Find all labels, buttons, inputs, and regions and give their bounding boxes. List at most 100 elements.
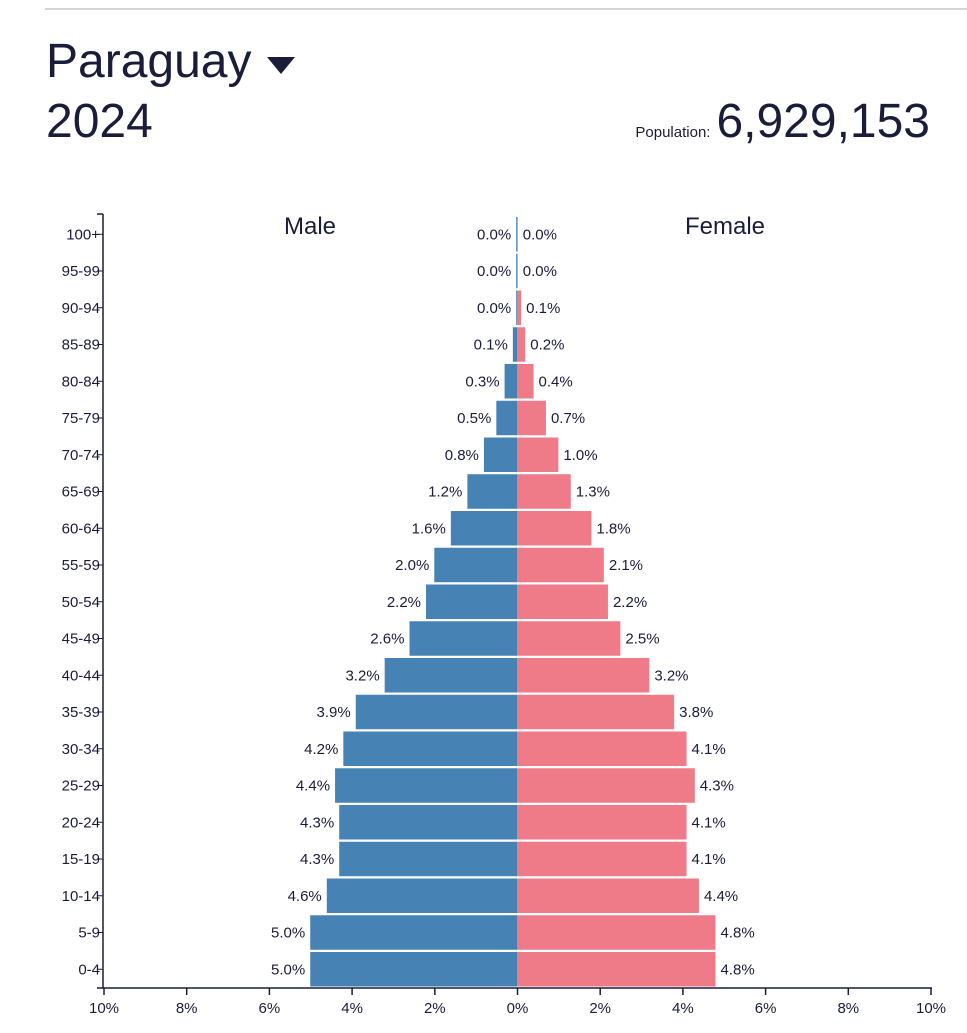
female-bar (517, 253, 518, 289)
female-value-label: 0.1% (526, 300, 560, 317)
male-value-label: 0.8% (445, 447, 479, 464)
male-value-label: 2.2% (387, 594, 421, 611)
female-value-label: 4.1% (692, 741, 726, 758)
age-group-label: 65-69 (62, 484, 100, 501)
male-bar (504, 364, 517, 399)
year-label: 2024 (46, 95, 153, 148)
female-bar (517, 621, 621, 656)
female-value-label: 1.8% (596, 520, 630, 537)
female-value-label: 0.4% (539, 373, 573, 390)
age-group-label: 50-54 (62, 594, 100, 611)
x-tick-label: 8% (837, 1000, 859, 1017)
male-bar (384, 658, 517, 693)
x-tick-label: 4% (341, 1000, 363, 1017)
female-bar (517, 731, 687, 766)
female-bar (517, 584, 608, 619)
age-group-label: 0-4 (78, 961, 100, 978)
age-group-label: 75-79 (62, 410, 100, 427)
male-value-label: 4.2% (304, 741, 338, 758)
age-group-label: 40-44 (62, 667, 100, 684)
female-bar (517, 658, 650, 693)
male-bar (326, 878, 517, 913)
male-bar (516, 217, 517, 252)
female-value-label: 2.1% (609, 557, 643, 574)
male-value-label: 0.0% (477, 226, 511, 243)
x-tick-label: 2% (589, 1000, 611, 1017)
male-value-label: 0.3% (465, 373, 499, 390)
male-bar (483, 437, 517, 472)
female-value-label: 1.0% (563, 447, 597, 464)
female-value-label: 4.1% (692, 851, 726, 868)
male-bar (339, 805, 517, 840)
age-group-label: 20-24 (62, 814, 100, 831)
female-bar (517, 547, 604, 583)
x-tick-label: 6% (259, 1000, 281, 1017)
male-value-label: 0.0% (477, 300, 511, 317)
x-tick-label: 8% (176, 1000, 198, 1017)
female-value-label: 0.0% (523, 263, 557, 280)
female-value-label: 2.5% (625, 631, 659, 648)
female-bar (517, 915, 716, 950)
male-value-label: 1.2% (428, 484, 462, 501)
male-value-label: 4.3% (300, 851, 334, 868)
male-bar (450, 511, 517, 546)
female-value-label: 1.3% (576, 484, 610, 501)
female-bar (517, 437, 559, 472)
female-value-label: 4.8% (720, 961, 754, 978)
male-value-label: 4.4% (296, 778, 330, 795)
female-value-label: 3.8% (679, 704, 713, 721)
female-bar (517, 805, 687, 840)
male-bar (467, 474, 517, 509)
age-group-label: 5-9 (78, 925, 100, 942)
male-value-label: 0.1% (474, 337, 508, 354)
male-value-label: 2.0% (395, 557, 429, 574)
male-value-label: 3.2% (345, 667, 379, 684)
male-bar (335, 768, 517, 803)
country-selector[interactable]: Paraguay (46, 34, 296, 90)
female-bar (517, 364, 534, 399)
male-bar (409, 621, 517, 656)
male-bar (310, 915, 517, 950)
age-group-label: 70-74 (62, 447, 100, 464)
female-value-label: 4.1% (692, 814, 726, 831)
age-group-label: 25-29 (62, 778, 100, 795)
male-value-label: 1.6% (412, 520, 446, 537)
age-group-label: 35-39 (62, 704, 100, 721)
age-group-label: 100+ (66, 226, 100, 243)
age-group-label: 85-89 (62, 337, 100, 354)
male-value-label: 4.6% (288, 888, 322, 905)
age-group-label: 45-49 (62, 631, 100, 648)
population: Population: 6,929,153 (635, 94, 930, 150)
x-tick-label: 0% (507, 1000, 529, 1017)
x-tick-label: 10% (916, 1000, 946, 1017)
population-label: Population: (635, 124, 711, 141)
male-bar (512, 327, 517, 362)
male-bar (434, 547, 517, 583)
age-group-label: 95-99 (62, 263, 100, 280)
age-group-label: 10-14 (62, 888, 100, 905)
age-group-label: 90-94 (62, 300, 100, 317)
top-divider (45, 8, 967, 10)
female-value-label: 3.2% (654, 667, 688, 684)
female-bar (517, 400, 546, 436)
population-value: 6,929,153 (716, 95, 930, 148)
female-bar (517, 217, 518, 252)
female-bar (517, 327, 526, 362)
male-bar (426, 584, 517, 619)
female-bar (517, 290, 522, 325)
female-value-label: 2.2% (613, 594, 647, 611)
age-group-label: 15-19 (62, 851, 100, 868)
female-bar (517, 878, 699, 913)
male-bar (310, 952, 517, 987)
male-value-label: 2.6% (370, 631, 404, 648)
x-tick-label: 10% (89, 1000, 119, 1017)
x-tick-label: 4% (672, 1000, 694, 1017)
legend-male: Male (284, 213, 336, 240)
female-value-label: 0.7% (551, 410, 585, 427)
female-bar (517, 694, 675, 730)
male-value-label: 0.5% (457, 410, 491, 427)
age-group-label: 30-34 (62, 741, 100, 758)
age-group-label: 80-84 (62, 373, 100, 390)
dropdown-caret-icon (267, 56, 296, 74)
